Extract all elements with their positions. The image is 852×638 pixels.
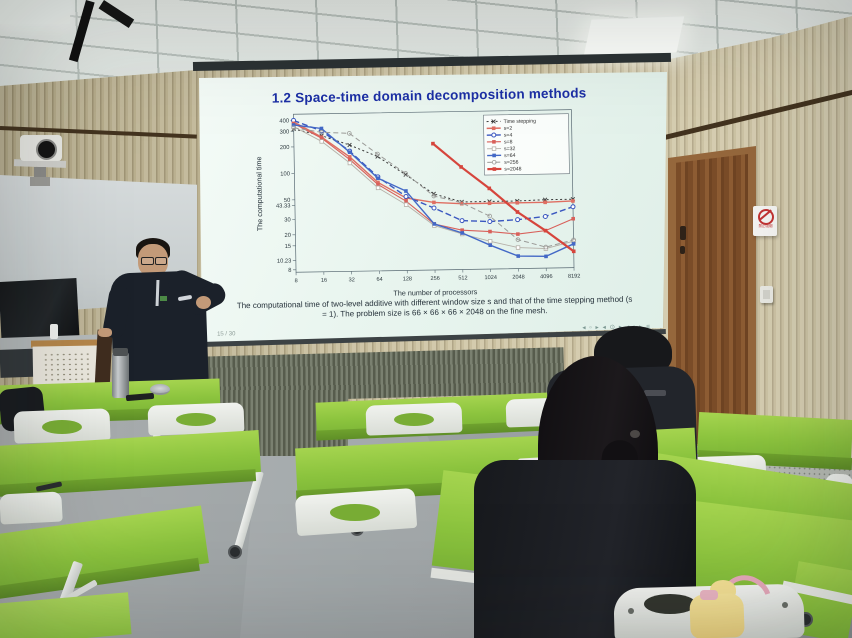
no-smoking-icon [758, 209, 774, 225]
chair-cutout [394, 413, 434, 426]
chair-cutout [176, 413, 216, 426]
presenter-left-hand [98, 328, 112, 337]
camera-bracket [34, 167, 46, 179]
svg-text:4096: 4096 [540, 274, 553, 280]
svg-text:s=32: s=32 [504, 146, 516, 152]
svg-text:8192: 8192 [568, 274, 581, 280]
tape-roll [150, 384, 170, 395]
svg-text:32: 32 [349, 277, 355, 283]
svg-text:Time stepping: Time stepping [504, 119, 537, 126]
thermos-cap [113, 348, 128, 356]
door-handle [680, 246, 685, 254]
chair-cutout [42, 420, 82, 434]
svg-text:1024: 1024 [484, 275, 497, 281]
caster-wheel [228, 545, 242, 559]
camera-wall-mount [30, 177, 50, 186]
door-lock [680, 226, 686, 240]
chair-screw [782, 602, 788, 608]
svg-text:256: 256 [430, 276, 439, 282]
teacher-monitor [0, 278, 80, 342]
svg-text:s=4: s=4 [504, 133, 513, 139]
svg-text:300: 300 [280, 129, 290, 135]
light-switch-rocker [763, 290, 770, 299]
chair-screw [628, 608, 634, 614]
hair-tie [630, 430, 640, 438]
bottle-spout [700, 590, 718, 600]
svg-text:64: 64 [376, 277, 382, 283]
ceiling-light-left [0, 0, 70, 24]
svg-text:16: 16 [321, 278, 327, 284]
svg-text:8: 8 [288, 268, 291, 274]
no-smoking-text: 禁止吸烟 [758, 224, 773, 228]
water-bottle [689, 593, 745, 638]
svg-text:s=256: s=256 [504, 160, 518, 166]
chair-cutout [644, 594, 696, 614]
svg-text:s=2: s=2 [504, 126, 513, 132]
svg-text:2048: 2048 [512, 274, 525, 280]
badge [160, 296, 167, 301]
presenter-glasses-left [141, 257, 154, 265]
svg-text:s=64: s=64 [504, 153, 516, 159]
presenter-hand [196, 296, 211, 309]
svg-text:The computational time: The computational time [254, 156, 264, 231]
camera-lens-icon [36, 139, 57, 160]
svg-text:The number of processors: The number of processors [393, 287, 477, 297]
svg-text:8: 8 [295, 278, 298, 284]
chair-cutout [330, 504, 380, 521]
ceiling-light-panel [583, 16, 685, 56]
svg-text:43.33: 43.33 [276, 203, 291, 209]
svg-text:400: 400 [279, 119, 289, 125]
thermos [112, 352, 129, 398]
svg-text:512: 512 [458, 275, 467, 281]
sanitizer-bottle [50, 324, 58, 339]
svg-text:50: 50 [284, 198, 291, 204]
svg-text:128: 128 [403, 276, 412, 282]
svg-text:30: 30 [284, 217, 291, 223]
svg-text:100: 100 [280, 171, 290, 177]
svg-text:15: 15 [285, 244, 292, 250]
svg-text:200: 200 [280, 145, 290, 151]
projection-screen: 1.2 Space-time domain decomposition meth… [199, 72, 667, 344]
svg-text:s=8: s=8 [504, 139, 513, 145]
slide-page-number: 15 / 30 [217, 331, 236, 338]
svg-text:10.23: 10.23 [277, 258, 292, 264]
slide: 1.2 Space-time domain decomposition meth… [199, 72, 663, 344]
slide-title: 1.2 Space-time domain decomposition meth… [271, 85, 587, 106]
svg-text:s=2048: s=2048 [504, 166, 521, 172]
svg-text:20: 20 [284, 233, 291, 239]
jacket-label [644, 390, 666, 396]
chair [0, 491, 63, 525]
presenter-glasses-right [155, 257, 167, 265]
